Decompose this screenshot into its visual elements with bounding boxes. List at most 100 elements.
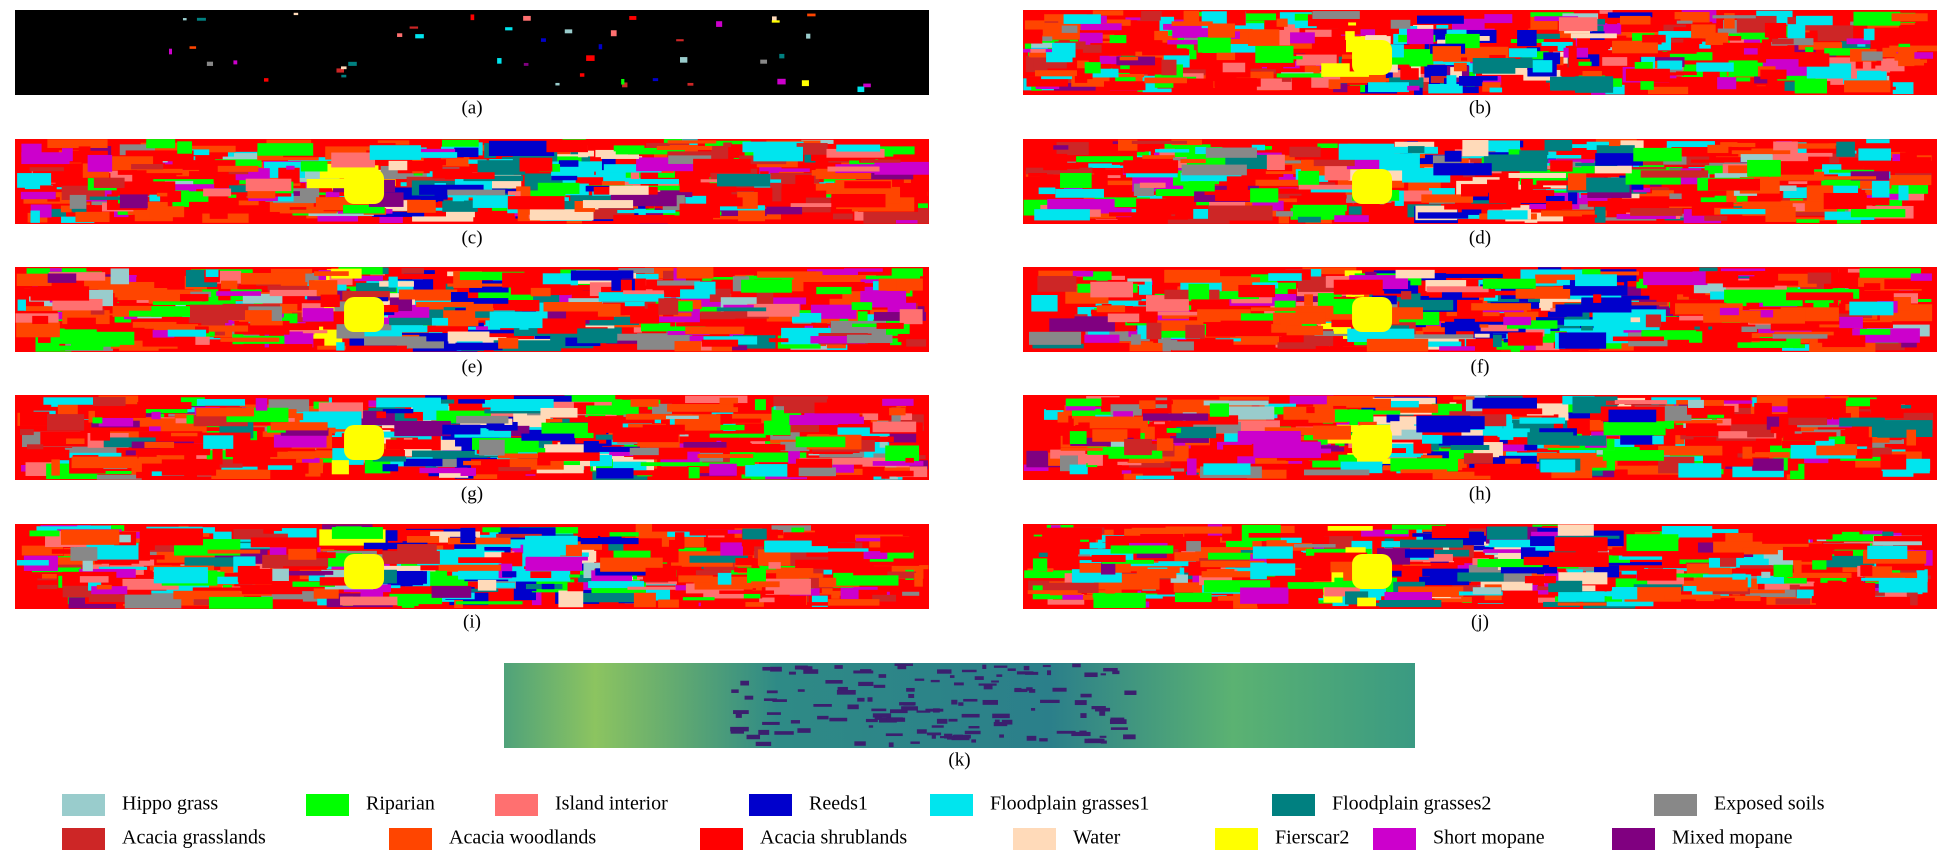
class-patch	[1086, 590, 1114, 595]
class-patch	[98, 566, 148, 570]
class-patch	[1524, 400, 1591, 404]
class-patch	[1815, 439, 1835, 446]
class-patch	[138, 211, 154, 220]
class-patch	[1603, 421, 1666, 436]
class-patch	[1368, 400, 1419, 408]
class-patch	[119, 194, 148, 209]
class-patch	[1324, 587, 1360, 597]
class-patch	[646, 142, 690, 148]
class-patch	[397, 529, 444, 542]
class-patch	[1530, 536, 1555, 547]
class-patch	[1798, 42, 1843, 50]
class-patch	[203, 435, 234, 449]
class-patch	[1787, 413, 1851, 418]
class-patch	[1246, 463, 1307, 470]
class-patch	[1527, 432, 1574, 445]
class-patch	[651, 531, 678, 540]
legend-swatch	[1013, 828, 1056, 850]
class-patch	[1340, 461, 1383, 474]
class-patch	[1642, 34, 1666, 43]
class-patch	[176, 165, 190, 177]
class-patch	[1154, 330, 1199, 338]
sample-pixel	[779, 53, 785, 59]
class-patch	[1892, 154, 1902, 165]
class-patch	[69, 194, 87, 209]
sample-pixel	[555, 82, 560, 86]
channel	[933, 708, 940, 713]
class-patch	[1401, 291, 1412, 300]
class-patch	[1306, 199, 1351, 204]
class-patch	[1093, 582, 1154, 588]
class-patch	[742, 528, 767, 540]
class-patch	[1154, 311, 1222, 316]
class-patch	[498, 337, 519, 349]
channel	[1026, 735, 1037, 741]
class-patch	[657, 280, 701, 289]
class-patch	[1524, 444, 1538, 451]
class-patch	[1544, 139, 1573, 151]
class-patch	[1813, 582, 1876, 598]
class-patch	[1474, 463, 1537, 476]
class-patch	[1038, 270, 1086, 278]
channel	[914, 678, 925, 681]
class-patch	[1131, 140, 1188, 144]
class-patch	[1023, 34, 1043, 44]
class-patch	[1444, 203, 1512, 210]
class-patch	[681, 335, 704, 346]
class-patch	[156, 192, 168, 197]
class-patch	[364, 330, 402, 340]
class-patch	[1842, 406, 1904, 419]
class-patch	[136, 168, 183, 174]
class-patch	[711, 145, 729, 160]
channel	[801, 666, 813, 670]
class-patch	[600, 532, 610, 538]
channel	[871, 708, 887, 712]
class-patch	[1594, 332, 1629, 344]
channel	[731, 689, 739, 693]
class-patch	[790, 602, 841, 606]
channel	[867, 697, 873, 702]
class-patch	[382, 200, 425, 211]
class-patch	[1849, 301, 1894, 316]
class-patch	[1110, 440, 1128, 448]
class-patch	[1171, 468, 1185, 472]
class-patch	[1024, 20, 1045, 30]
class-patch	[29, 167, 64, 172]
class-patch	[810, 336, 866, 344]
class-patch	[1878, 578, 1928, 593]
map-panel	[15, 139, 929, 224]
class-patch	[688, 466, 700, 479]
class-patch	[454, 147, 479, 158]
class-patch	[432, 168, 473, 179]
class-patch	[1508, 48, 1538, 58]
sample-pixel	[629, 16, 637, 20]
class-patch	[1642, 198, 1662, 207]
class-patch	[460, 527, 476, 544]
class-patch	[675, 532, 685, 549]
class-patch	[1471, 303, 1532, 311]
class-patch	[1787, 24, 1806, 40]
channel	[1007, 668, 1016, 671]
class-patch	[502, 272, 543, 288]
class-patch	[1689, 331, 1703, 343]
class-patch	[1778, 38, 1814, 46]
class-patch	[1832, 545, 1884, 550]
channel	[1100, 673, 1106, 676]
class-patch	[1679, 311, 1706, 321]
class-patch	[1170, 435, 1209, 443]
class-patch	[1271, 324, 1295, 333]
class-patch	[1731, 142, 1756, 148]
class-patch	[684, 536, 705, 547]
class-patch	[1241, 524, 1281, 542]
class-patch	[1484, 14, 1513, 24]
class-patch	[103, 437, 156, 448]
channel	[888, 742, 894, 748]
class-patch	[799, 276, 838, 286]
class-patch	[445, 283, 454, 295]
class-patch	[1898, 51, 1915, 67]
channel	[901, 706, 918, 711]
class-patch	[429, 575, 468, 586]
class-patch	[1031, 295, 1058, 312]
class-patch	[1788, 415, 1828, 426]
class-patch	[319, 577, 365, 586]
